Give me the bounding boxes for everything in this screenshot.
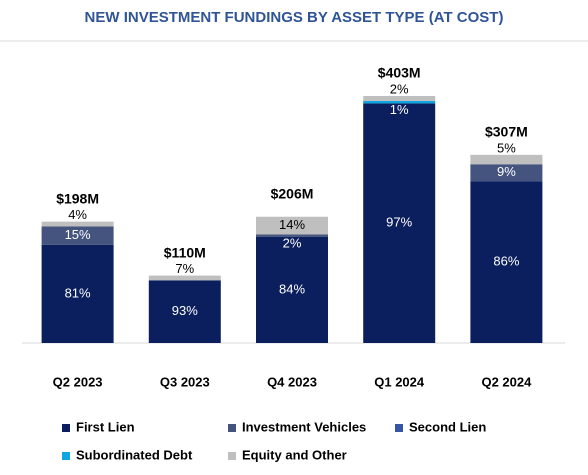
bar-segment [470,181,543,343]
segment-label: 4% [68,207,87,222]
bar-segment [41,244,114,343]
segment-label: 81% [65,285,91,300]
bar-segment [470,164,543,182]
segment-label: 84% [279,281,305,296]
legend-swatch [395,424,403,432]
legend-label: Second Lien [409,419,486,434]
bar-segment [256,236,328,343]
bar-segment [363,103,436,343]
x-tick-label: Q4 2023 [267,374,317,389]
segment-label: 15% [65,227,91,242]
total-label: $110M [164,244,206,260]
segment-label: 2% [390,81,409,96]
total-label: $198M [56,190,99,206]
segment-label: 86% [493,254,519,269]
total-label: $206M [271,185,314,201]
legend-label: Investment Vehicles [242,419,366,434]
segment-label: 14% [279,217,305,232]
legend-label: Subordinated Debt [76,447,193,462]
x-tick-label: Q2 2023 [53,374,103,389]
segment-label: 1% [390,102,409,117]
segment-label: 7% [175,261,194,276]
bar-segment [41,226,114,245]
bar-segment [256,216,328,235]
segment-label: 97% [386,215,412,230]
bar-segment [41,221,114,227]
segment-label: 9% [497,164,516,179]
legend-swatch [228,424,236,432]
legend-label: First Lien [76,419,135,434]
legend-swatch [228,452,236,460]
bar-segment [470,154,543,165]
bar-segment [148,280,221,343]
x-tick-label: Q3 2023 [160,374,210,389]
bar-segment [148,275,221,281]
legend-label: Equity and Other [242,447,347,462]
segment-label: 5% [497,140,516,155]
bar-segment [256,234,328,237]
legend-swatch [62,452,70,460]
x-tick-label: Q2 2024 [481,374,532,389]
total-label: $403M [378,65,421,81]
legend-swatch [62,424,70,432]
segment-label: 2% [283,235,302,250]
x-tick-label: Q1 2024 [374,374,425,389]
bar-segment [363,100,436,104]
total-label: $307M [485,124,528,140]
chart-title: NEW INVESTMENT FUNDINGS BY ASSET TYPE (A… [85,9,504,26]
segment-label: 93% [172,303,198,318]
bar-segment [363,96,436,101]
